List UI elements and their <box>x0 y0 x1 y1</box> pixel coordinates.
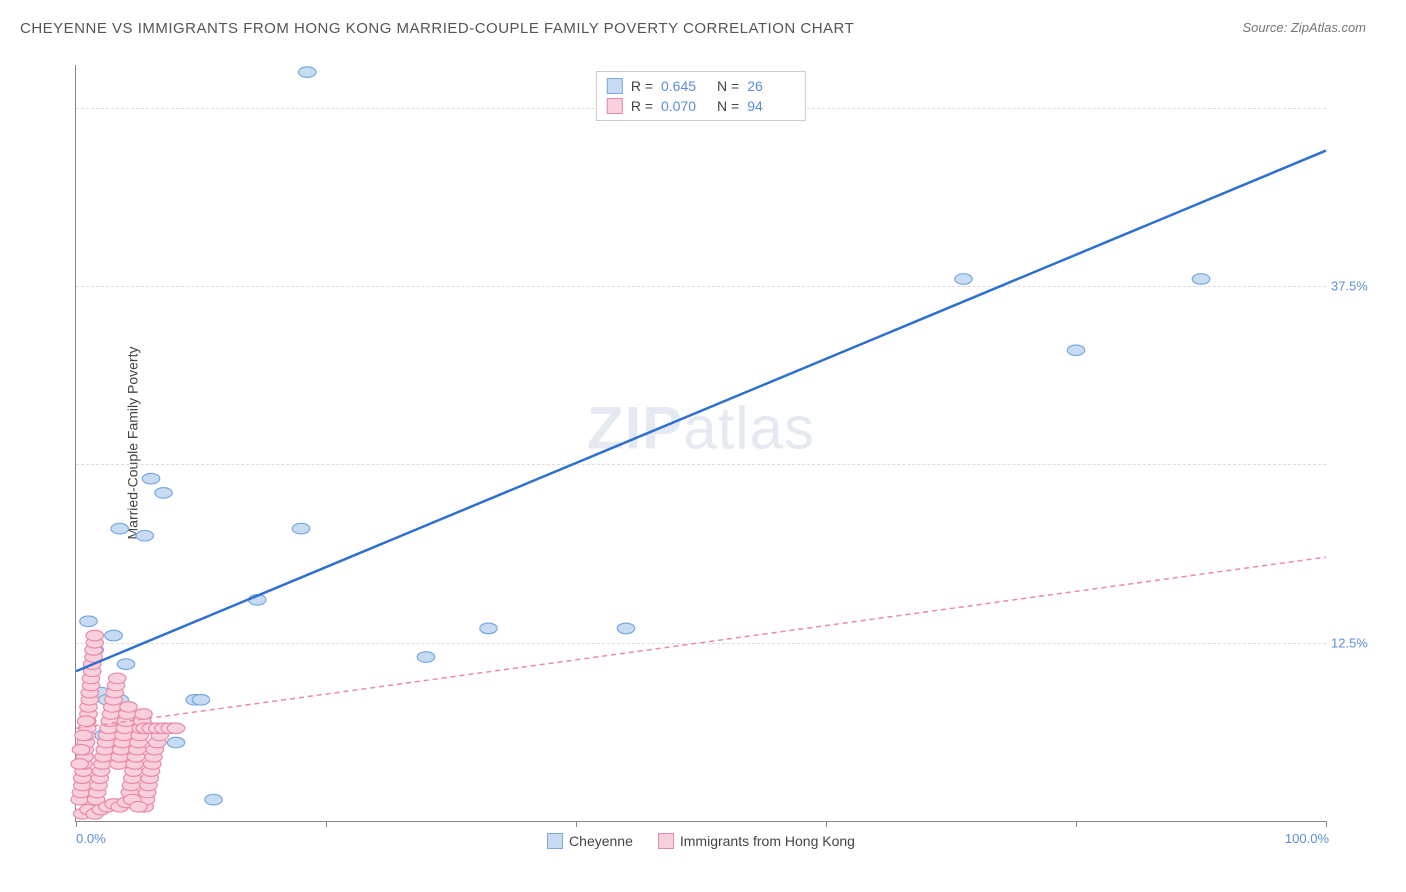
data-point <box>1192 274 1210 285</box>
legend-series-item: Cheyenne <box>547 833 633 849</box>
legend-series-item: Immigrants from Hong Kong <box>658 833 855 849</box>
x-tick <box>1076 821 1077 827</box>
legend-n-label: N = <box>717 78 739 94</box>
data-point <box>75 730 93 741</box>
data-point <box>617 623 635 634</box>
data-point <box>72 744 90 755</box>
plot-area: ZIPatlas Married-Couple Family Poverty R… <box>75 65 1326 822</box>
legend-swatch <box>607 78 623 94</box>
y-tick-label: 12.5% <box>1331 635 1376 650</box>
data-point <box>105 630 123 641</box>
data-point <box>155 488 173 499</box>
legend-series-name: Immigrants from Hong Kong <box>680 833 855 849</box>
legend-row: R = 0.070 N = 94 <box>607 96 795 116</box>
data-point <box>117 659 135 670</box>
legend-swatch <box>658 833 674 849</box>
data-point <box>109 673 127 684</box>
data-point <box>80 616 98 627</box>
data-point <box>120 702 138 713</box>
x-tick-label: 0.0% <box>76 831 106 846</box>
x-tick <box>326 821 327 827</box>
x-tick <box>1326 821 1327 827</box>
data-point <box>417 652 435 663</box>
trend-line <box>76 151 1326 672</box>
legend-n-label: N = <box>717 98 739 114</box>
data-point <box>1067 345 1085 356</box>
data-point <box>480 623 498 634</box>
legend-swatch <box>607 98 623 114</box>
source-attribution: Source: ZipAtlas.com <box>1242 20 1366 35</box>
legend-row: R = 0.645 N = 26 <box>607 76 795 96</box>
x-tick-label: 100.0% <box>1285 831 1329 846</box>
legend-r-value: 0.070 <box>661 98 709 114</box>
legend-r-value: 0.645 <box>661 78 709 94</box>
data-point <box>71 759 89 770</box>
y-tick-label: 37.5% <box>1331 279 1376 294</box>
trend-line <box>76 557 1326 728</box>
series-legend: Cheyenne Immigrants from Hong Kong <box>547 833 855 849</box>
scatter-plot <box>76 65 1326 821</box>
legend-swatch <box>547 833 563 849</box>
data-point <box>205 794 223 805</box>
data-point <box>955 274 973 285</box>
correlation-legend: R = 0.645 N = 26 R = 0.070 N = 94 <box>596 71 806 121</box>
data-point <box>142 473 160 484</box>
data-point <box>77 716 95 727</box>
data-point <box>136 530 154 541</box>
x-tick <box>826 821 827 827</box>
legend-n-value: 94 <box>747 98 795 114</box>
data-point <box>86 630 104 641</box>
legend-r-label: R = <box>631 78 653 94</box>
chart-container: CHEYENNE VS IMMIGRANTS FROM HONG KONG MA… <box>20 20 1386 872</box>
data-point <box>192 694 210 705</box>
legend-series-name: Cheyenne <box>569 833 633 849</box>
data-point <box>130 801 148 812</box>
data-point <box>167 737 185 748</box>
data-point <box>111 523 129 534</box>
data-point <box>299 67 317 78</box>
chart-title: CHEYENNE VS IMMIGRANTS FROM HONG KONG MA… <box>20 20 1386 37</box>
data-point <box>292 523 310 534</box>
legend-r-label: R = <box>631 98 653 114</box>
data-point <box>167 723 185 734</box>
x-tick <box>76 821 77 827</box>
legend-n-value: 26 <box>747 78 795 94</box>
x-tick <box>576 821 577 827</box>
